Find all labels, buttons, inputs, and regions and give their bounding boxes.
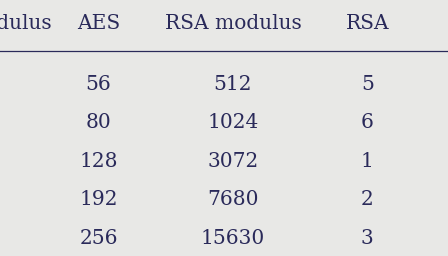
Text: 1: 1 bbox=[361, 152, 374, 171]
Text: 256: 256 bbox=[79, 229, 118, 248]
Text: RSA: RSA bbox=[345, 14, 389, 33]
Text: 15630: 15630 bbox=[201, 229, 265, 248]
Text: 112: 112 bbox=[0, 75, 1, 94]
Text: 6: 6 bbox=[361, 113, 374, 132]
Text: 1024: 1024 bbox=[207, 113, 258, 132]
Text: 192: 192 bbox=[79, 190, 118, 209]
Text: 512: 512 bbox=[214, 75, 252, 94]
Text: AES: AES bbox=[77, 14, 120, 33]
Text: 7680: 7680 bbox=[207, 190, 258, 209]
Text: 3072: 3072 bbox=[207, 152, 258, 171]
Text: 2: 2 bbox=[361, 190, 374, 209]
Text: 5: 5 bbox=[361, 75, 374, 94]
Text: 128: 128 bbox=[79, 152, 118, 171]
Text: 80: 80 bbox=[86, 113, 112, 132]
Text: 384: 384 bbox=[0, 190, 1, 209]
Text: 161: 161 bbox=[0, 113, 1, 132]
Text: ECC modulus: ECC modulus bbox=[0, 14, 52, 33]
Text: 3: 3 bbox=[361, 229, 374, 248]
Text: 512: 512 bbox=[0, 229, 1, 248]
Text: 256: 256 bbox=[0, 152, 1, 171]
Text: 56: 56 bbox=[86, 75, 112, 94]
Text: RSA modulus: RSA modulus bbox=[164, 14, 302, 33]
